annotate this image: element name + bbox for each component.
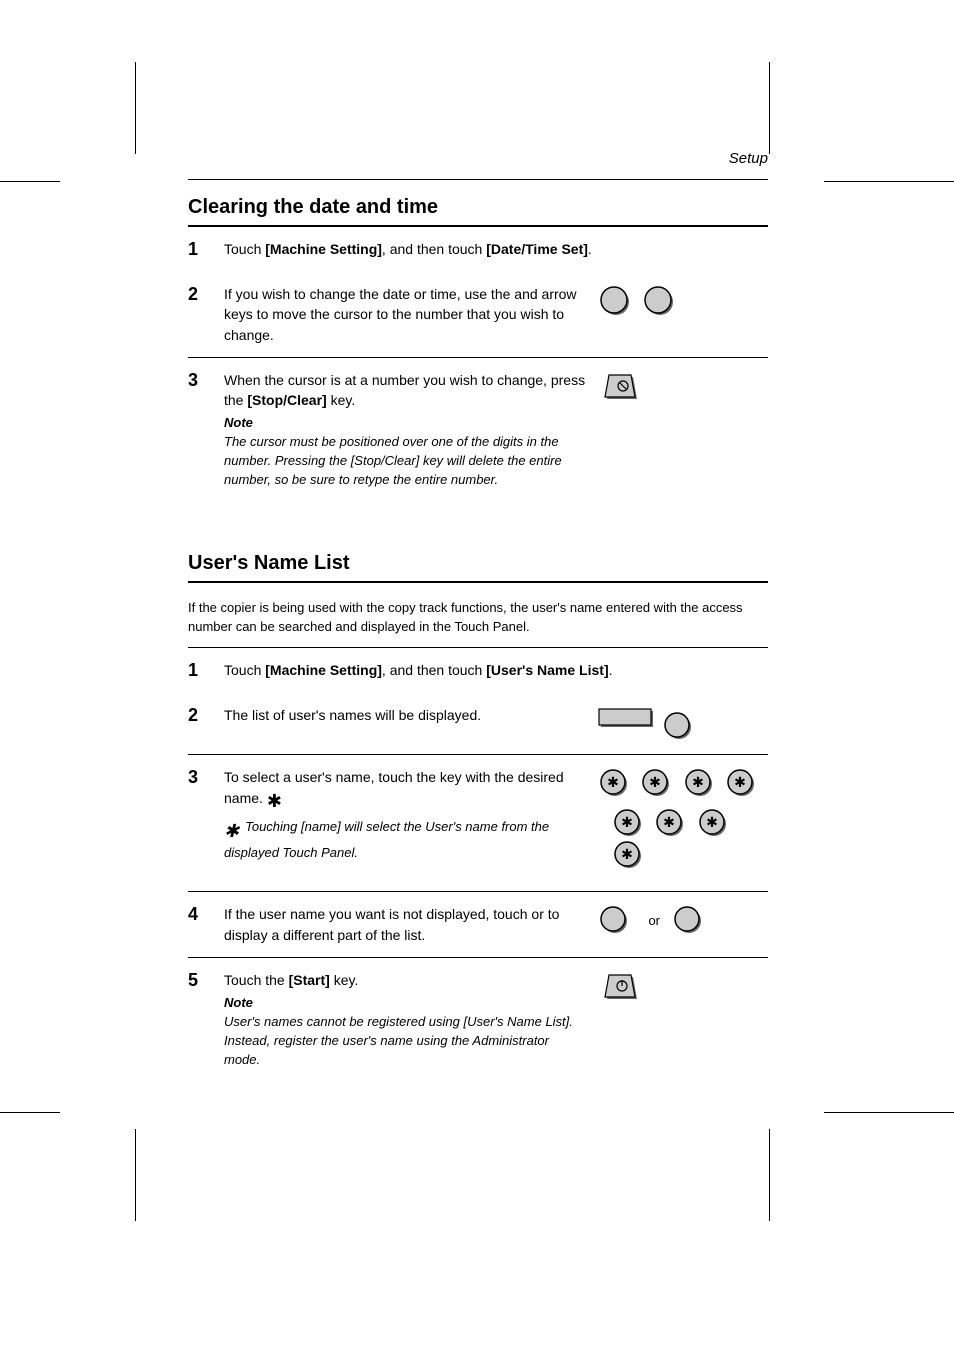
svg-text:✱: ✱ xyxy=(607,776,619,791)
display-panel-icon xyxy=(598,705,658,731)
stop-clear-icon-cell xyxy=(598,357,768,501)
page-buttons: or xyxy=(598,892,768,958)
asterisk-icon: ✱ xyxy=(267,788,282,814)
name-keys-grid: ✱ ✱ ✱ ✱ ✱ ✱ ✱ ✱ xyxy=(598,755,768,892)
svg-text:✱: ✱ xyxy=(621,816,633,831)
or-label: or xyxy=(648,913,660,928)
arrow-left-button[interactable] xyxy=(598,284,632,318)
name-key-button[interactable]: ✱ xyxy=(598,767,630,799)
step-number: 2 xyxy=(188,693,224,755)
breadcrumb: Setup xyxy=(729,150,768,167)
svg-text:✱: ✱ xyxy=(692,776,704,791)
step-number: 3 xyxy=(188,755,224,892)
crop-mark xyxy=(0,181,60,182)
name-key-button[interactable]: ✱ xyxy=(612,807,644,839)
note: ✱Touching [name] will select the User's … xyxy=(224,818,586,863)
section-title-users-name-list: User's Name List xyxy=(188,552,768,583)
crop-mark xyxy=(769,1129,770,1221)
name-key-button[interactable]: ✱ xyxy=(725,767,757,799)
name-key-button[interactable]: ✱ xyxy=(654,807,686,839)
crop-mark xyxy=(824,181,954,182)
crop-mark xyxy=(824,1112,954,1113)
svg-text:✱: ✱ xyxy=(650,776,662,791)
svg-text:✱: ✱ xyxy=(621,848,633,863)
step-number: 3 xyxy=(188,357,224,501)
step-number: 4 xyxy=(188,892,224,958)
content-area: Setup Clearing the date and time 1 Touch… xyxy=(188,150,768,1082)
svg-text:✱: ✱ xyxy=(706,816,718,831)
page-up-button[interactable] xyxy=(598,904,630,936)
steps-table-a: 1 Touch [Machine Setting], and then touc… xyxy=(188,227,768,502)
step-text: If you wish to change the date or time, … xyxy=(224,272,598,357)
enter-button[interactable] xyxy=(662,710,694,742)
crop-mark xyxy=(135,62,136,154)
display-icon-cell xyxy=(598,693,768,755)
step-text: When the cursor is at a number you wish … xyxy=(224,357,598,501)
step-text: If the user name you want is not display… xyxy=(224,892,598,958)
svg-text:✱: ✱ xyxy=(664,816,676,831)
name-key-button[interactable]: ✱ xyxy=(640,767,672,799)
step-text: Touch [Machine Setting], and then touch … xyxy=(224,648,768,693)
svg-text:✱: ✱ xyxy=(734,776,746,791)
step-text: To select a user's name, touch the key w… xyxy=(224,755,598,892)
crop-mark xyxy=(135,1129,136,1221)
arrow-buttons xyxy=(598,272,768,357)
name-key-button[interactable]: ✱ xyxy=(697,807,729,839)
note: Note The cursor must be positioned over … xyxy=(224,414,586,489)
name-key-button[interactable]: ✱ xyxy=(683,767,715,799)
step-text: Touch the [Start] key. Note User's names… xyxy=(224,957,598,1081)
page: Setup Clearing the date and time 1 Touch… xyxy=(0,0,954,1351)
steps-table-b: 1 Touch [Machine Setting], and then touc… xyxy=(188,648,768,1082)
crop-mark xyxy=(769,62,770,154)
step-number: 1 xyxy=(188,648,224,693)
stop-clear-key-icon[interactable] xyxy=(598,370,642,404)
section-title-clear-datetime: Clearing the date and time xyxy=(188,196,768,227)
note: Note User's names cannot be registered u… xyxy=(224,994,586,1069)
step-text: The list of user's names will be display… xyxy=(224,693,598,755)
arrow-right-button[interactable] xyxy=(642,284,676,318)
name-key-button[interactable]: ✱ xyxy=(612,839,644,871)
page-header: Setup xyxy=(188,150,768,180)
crop-mark xyxy=(0,1112,60,1113)
step-text: Touch [Machine Setting], and then touch … xyxy=(224,227,768,272)
step-number: 2 xyxy=(188,272,224,357)
start-key-icon-cell xyxy=(598,957,768,1081)
step-number: 5 xyxy=(188,957,224,1081)
page-down-button[interactable] xyxy=(672,904,704,936)
step-number: 1 xyxy=(188,227,224,272)
section-intro: If the copier is being used with the cop… xyxy=(188,599,768,637)
start-key-icon[interactable] xyxy=(598,970,642,1004)
